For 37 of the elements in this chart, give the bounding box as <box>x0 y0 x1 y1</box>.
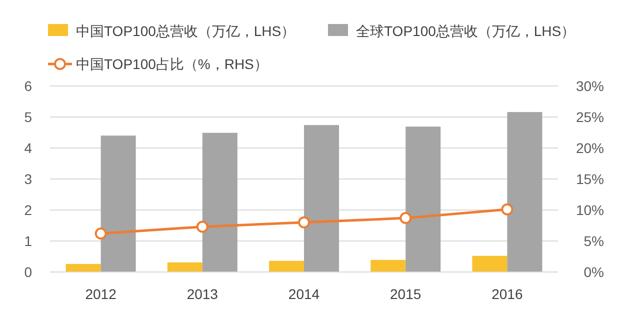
bar <box>304 125 339 272</box>
bar <box>472 256 508 272</box>
y2-tick-label: 5% <box>584 233 604 249</box>
bar <box>167 262 202 272</box>
y-tick-label: 4 <box>24 140 32 156</box>
bar <box>100 136 136 272</box>
bar <box>66 264 101 272</box>
y-tick-label: 1 <box>24 233 32 249</box>
point <box>196 220 208 233</box>
bar <box>406 126 441 272</box>
point <box>298 216 310 228</box>
y-tick-label: 3 <box>24 171 32 187</box>
y2-tick-label: 10% <box>576 202 604 218</box>
y-tick-label: 0 <box>24 264 32 280</box>
y2-tick-label: 15% <box>576 171 604 187</box>
x-tick-label: 2015 <box>390 286 422 302</box>
x-tick-label: 2012 <box>85 286 117 302</box>
y-tick-label: 6 <box>24 78 32 94</box>
x-tick-label: 2014 <box>288 286 320 302</box>
y2-tick-label: 20% <box>576 140 604 156</box>
legend-label: 全球TOP100总营收（万亿，LHS） <box>356 23 576 39</box>
bar <box>269 260 304 272</box>
bar <box>370 260 406 272</box>
y2-tick-label: 0% <box>584 264 604 280</box>
bar <box>507 112 542 272</box>
x-tick-label: 2013 <box>186 286 218 302</box>
y-tick-label: 5 <box>24 109 32 125</box>
bar <box>202 132 238 272</box>
y2-tick-label: 30% <box>576 78 604 94</box>
y-tick-label: 2 <box>24 202 32 218</box>
legend-label: 中国TOP100总营收（万亿，LHS） <box>76 23 296 39</box>
legend-label: 中国TOP100占比（%，RHS） <box>76 56 268 72</box>
point <box>94 228 107 240</box>
point <box>501 203 514 216</box>
x-tick-label: 2016 <box>492 286 523 302</box>
point <box>400 212 412 224</box>
y2-tick-label: 25% <box>576 109 604 125</box>
